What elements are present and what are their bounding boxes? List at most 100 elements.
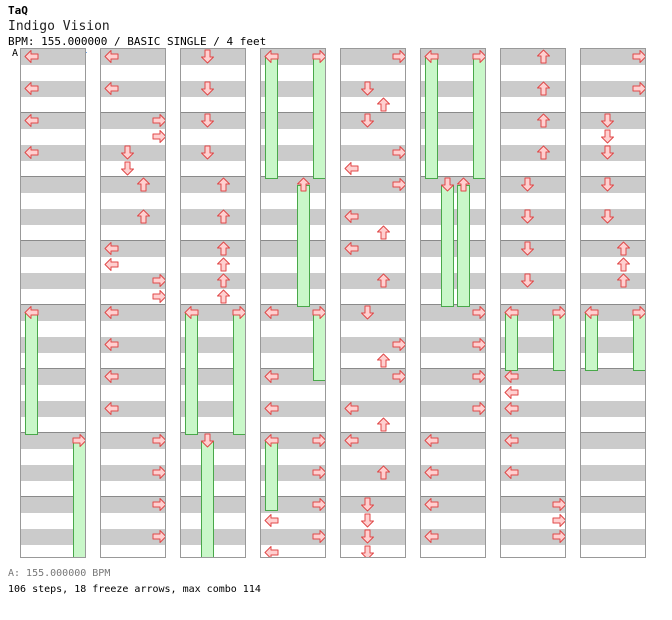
arrow-right-icon (232, 306, 245, 319)
arrow-left-icon (424, 466, 439, 479)
measure-line (341, 240, 405, 241)
beat-band (341, 369, 405, 385)
beat-band (101, 113, 165, 129)
beat-band (101, 497, 165, 513)
beat-band (181, 209, 245, 225)
beat-band (101, 369, 165, 385)
arrow-right-icon (472, 370, 485, 383)
beat-band (21, 433, 85, 449)
measure-line (101, 176, 165, 177)
measure-line (101, 240, 165, 241)
arrow-left-icon (104, 258, 119, 271)
arrow-left-icon (264, 434, 279, 447)
chart-column (340, 48, 406, 558)
arrow-down-icon (201, 433, 214, 448)
measure-line (261, 432, 325, 433)
freeze-arrow (553, 313, 565, 371)
chart-column (180, 48, 246, 558)
arrow-left-icon (344, 162, 359, 175)
arrow-right-icon (152, 498, 165, 511)
arrow-left-icon (104, 306, 119, 319)
beat-band (501, 113, 565, 129)
arrow-up-icon (217, 257, 230, 272)
arrow-up-icon (617, 273, 630, 288)
arrow-right-icon (312, 530, 325, 543)
arrow-left-icon (264, 50, 279, 63)
arrow-down-icon (201, 81, 214, 96)
beat-band (421, 465, 485, 481)
arrow-up-icon (217, 289, 230, 304)
arrow-left-icon (24, 146, 39, 159)
arrow-left-icon (504, 386, 519, 399)
beat-band (341, 209, 405, 225)
arrow-down-icon (201, 145, 214, 160)
measure-line (101, 112, 165, 113)
freeze-arrow (201, 441, 214, 557)
beat-band (421, 369, 485, 385)
arrow-up-icon (217, 177, 230, 192)
arrow-left-icon (24, 306, 39, 319)
beat-band (261, 241, 325, 257)
measure-line (261, 304, 325, 305)
arrow-up-icon (457, 177, 470, 192)
arrow-left-icon (424, 434, 439, 447)
measure-line (21, 432, 85, 433)
arrow-down-icon (361, 529, 374, 544)
beat-band (581, 241, 645, 257)
beat-band (101, 465, 165, 481)
arrow-down-icon (361, 113, 374, 128)
beat-band (581, 497, 645, 513)
measure-line (581, 240, 645, 241)
arrow-right-icon (72, 434, 85, 447)
beat-band (261, 369, 325, 385)
measure-line (21, 368, 85, 369)
beat-band (341, 273, 405, 289)
stats-footer: 106 steps, 18 freeze arrows, max combo 1… (8, 584, 261, 595)
measure-line (181, 176, 245, 177)
arrow-down-icon (601, 177, 614, 192)
beat-band (101, 273, 165, 289)
measure-line (581, 112, 645, 113)
arrow-left-icon (24, 114, 39, 127)
arrow-right-icon (312, 466, 325, 479)
beat-band (21, 209, 85, 225)
arrow-up-icon (377, 97, 390, 112)
arrow-down-icon (361, 545, 374, 557)
measure-line (581, 176, 645, 177)
arrow-left-icon (264, 546, 279, 557)
measure-line (501, 112, 565, 113)
arrow-left-icon (104, 370, 119, 383)
measure-line (21, 112, 85, 113)
arrow-down-icon (441, 177, 454, 192)
arrow-down-icon (521, 241, 534, 256)
arrow-right-icon (392, 50, 405, 63)
beat-band (341, 49, 405, 65)
arrow-left-icon (344, 210, 359, 223)
measure-line (421, 368, 485, 369)
chart-column (420, 48, 486, 558)
arrow-left-icon (264, 370, 279, 383)
arrow-up-icon (377, 417, 390, 432)
measure-line (261, 240, 325, 241)
bpm-marker-label: A (12, 48, 19, 59)
song-title: Indigo Vision (8, 19, 110, 34)
arrow-down-icon (361, 81, 374, 96)
measure-line (501, 368, 565, 369)
beat-band (101, 305, 165, 321)
arrow-right-icon (392, 146, 405, 159)
measure-line (501, 176, 565, 177)
arrow-down-icon (121, 145, 134, 160)
arrow-left-icon (264, 306, 279, 319)
arrow-up-icon (137, 177, 150, 192)
beat-band (421, 401, 485, 417)
beat-band (21, 113, 85, 129)
arrow-right-icon (552, 498, 565, 511)
arrow-right-icon (152, 274, 165, 287)
freeze-arrow (185, 313, 198, 435)
freeze-arrow (473, 57, 485, 179)
arrow-down-icon (361, 305, 374, 320)
arrow-up-icon (217, 241, 230, 256)
beat-band (581, 433, 645, 449)
arrow-left-icon (264, 402, 279, 415)
arrow-right-icon (312, 50, 325, 63)
